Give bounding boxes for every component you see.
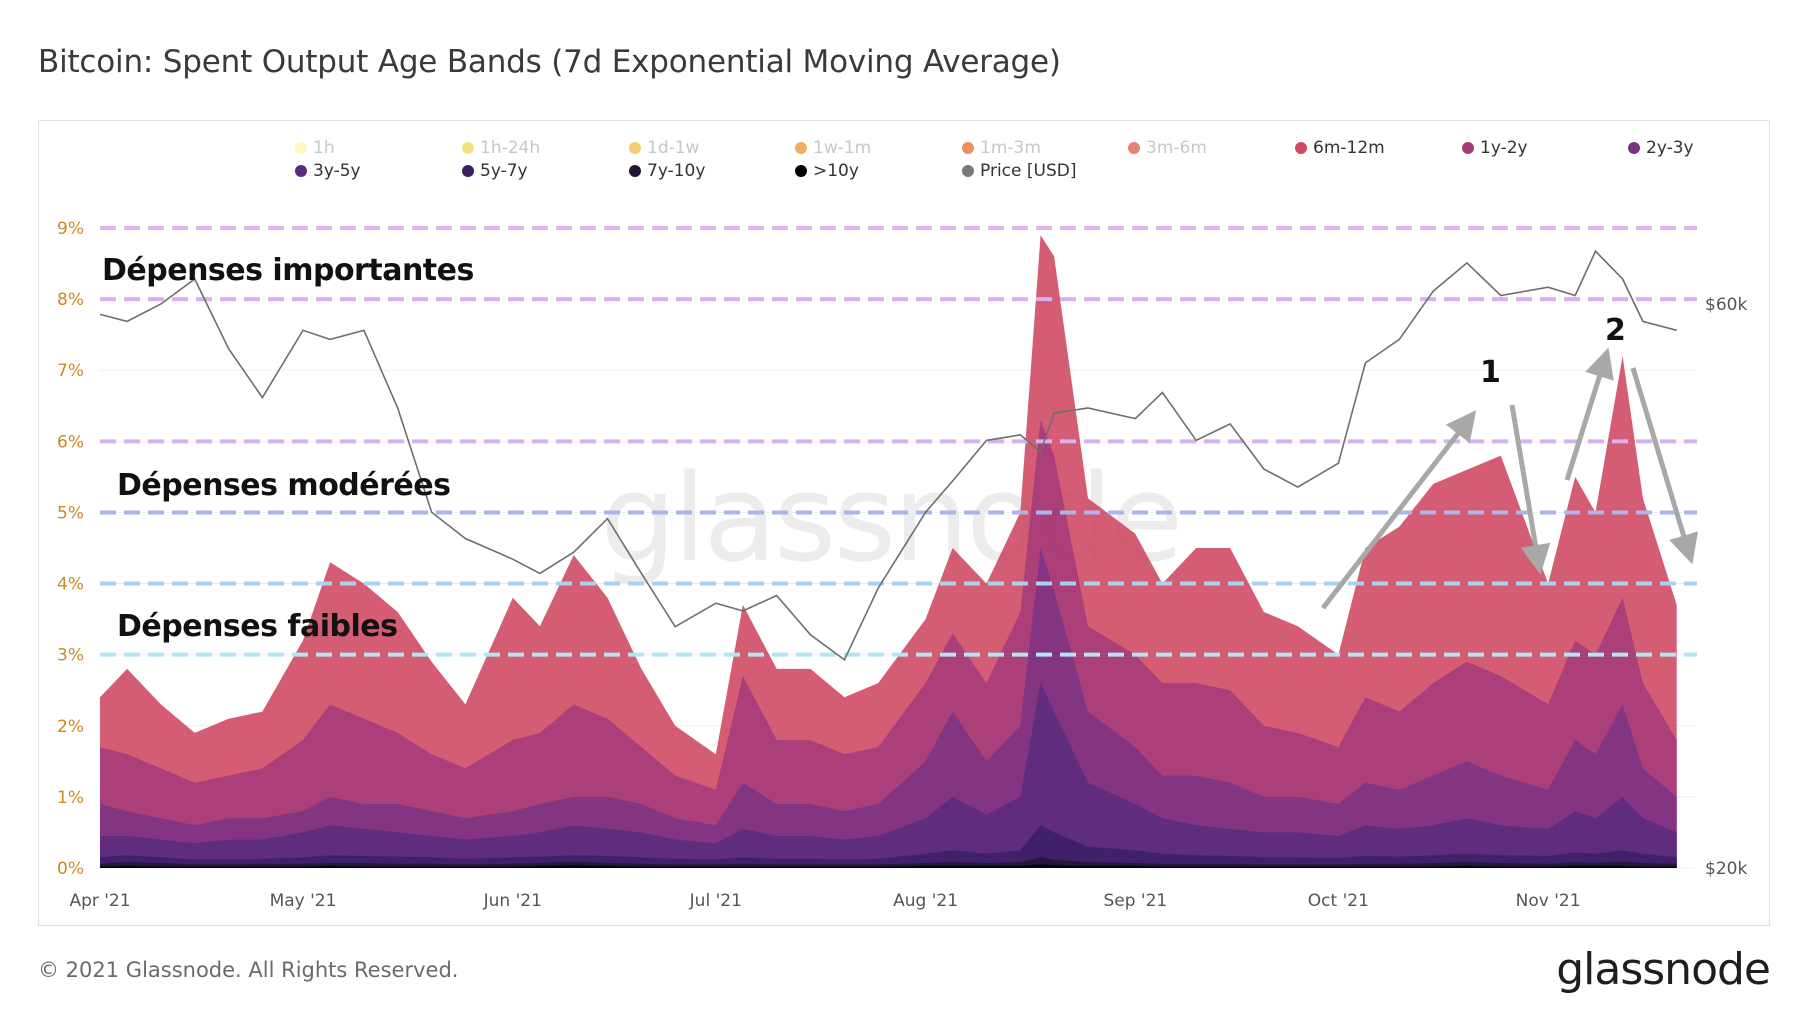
legend-label: 2y-3y: [1646, 138, 1694, 158]
legend-item-3m-6m[interactable]: 3m-6m: [1128, 138, 1207, 158]
y-right-tick-label: $20k: [1705, 859, 1747, 879]
y-tick-label: 5%: [57, 503, 84, 523]
legend-item-3y-5y[interactable]: 3y-5y: [295, 161, 361, 181]
legend-item-1h-24h[interactable]: 1h-24h: [462, 138, 540, 158]
legend-item-7y-10y[interactable]: 7y-10y: [629, 161, 705, 181]
y-tick-label: 7%: [57, 361, 84, 381]
area-series-6m-12m: [100, 235, 1677, 869]
legend-swatch: [1462, 142, 1474, 154]
legend-label: 1y-2y: [1480, 138, 1528, 158]
legend-item-10y[interactable]: >10y: [795, 161, 859, 181]
legend-swatch: [462, 142, 474, 154]
legend-swatch: [295, 165, 307, 177]
trend-arrow: [1564, 347, 1614, 481]
legend-label: 5y-7y: [480, 161, 528, 181]
legend-item-1w-1m[interactable]: 1w-1m: [795, 138, 871, 158]
copyright-text: © 2021 Glassnode. All Rights Reserved.: [38, 958, 459, 982]
x-tick-label: Sep '21: [1103, 891, 1167, 911]
y-tick-label: 8%: [57, 290, 84, 310]
area-series-7y-10y: [100, 857, 1677, 868]
x-tick-label: May '21: [270, 891, 337, 911]
legend-swatch: [462, 165, 474, 177]
glassnode-logo: glassnode: [1556, 944, 1771, 995]
y-tick-label: 1%: [57, 788, 84, 808]
legend-label: 1m-3m: [980, 138, 1041, 158]
chart-panel: [38, 120, 1770, 926]
x-tick-label: Oct '21: [1308, 891, 1369, 911]
legend-item-1m-3m[interactable]: 1m-3m: [962, 138, 1041, 158]
legend-swatch: [295, 142, 307, 154]
area-series-5y-7y: [100, 825, 1677, 868]
annotation-low-spending: Dépenses faibles: [117, 609, 398, 644]
legend-label: 1d-1w: [647, 138, 700, 158]
legend-swatch: [795, 142, 807, 154]
legend-label: 3y-5y: [313, 161, 361, 181]
y-tick-label: 0%: [57, 859, 84, 879]
trend-arrow: [1509, 404, 1551, 575]
legend-label: >10y: [813, 161, 859, 181]
legend-label: 1h-24h: [480, 138, 541, 158]
x-tick-label: Jun '21: [483, 891, 542, 911]
y-tick-label: 3%: [57, 646, 84, 666]
legend-label: 7y-10y: [647, 161, 706, 181]
legend-swatch: [1295, 142, 1307, 154]
x-tick-label: Aug '21: [893, 891, 958, 911]
y-tick-label: 6%: [57, 432, 84, 452]
legend-label: 3m-6m: [1146, 138, 1207, 158]
legend-swatch: [1628, 142, 1640, 154]
legend-label: 6m-12m: [1313, 138, 1385, 158]
area-series-3y-5y: [100, 683, 1677, 868]
legend-swatch: [962, 142, 974, 154]
x-tick-label: Nov '21: [1516, 891, 1581, 911]
legend-item-6m-12m[interactable]: 6m-12m: [1295, 138, 1385, 158]
x-tick-label: Apr '21: [69, 891, 130, 911]
legend-item-price-usd[interactable]: Price [USD]: [962, 161, 1076, 181]
trend-arrow: [1630, 367, 1699, 565]
legend-item-1d-1w[interactable]: 1d-1w: [629, 138, 699, 158]
legend-item-1y-2y[interactable]: 1y-2y: [1462, 138, 1528, 158]
y-tick-label: 4%: [57, 575, 84, 595]
trend-arrow: [1321, 410, 1477, 610]
x-tick-label: Jul '21: [689, 891, 742, 911]
marker-2: 2: [1605, 313, 1626, 348]
area-series-1y-2y: [100, 420, 1677, 868]
legend-label: Price [USD]: [980, 161, 1077, 181]
legend-item-1h[interactable]: 1h: [295, 138, 335, 158]
y-tick-label: 2%: [57, 717, 84, 737]
y-right-tick-label: $60k: [1705, 295, 1747, 315]
legend-swatch: [795, 165, 807, 177]
legend-item-2y-3y[interactable]: 2y-3y: [1628, 138, 1694, 158]
legend-swatch: [1128, 142, 1140, 154]
annotation-high-spending: Dépenses importantes: [102, 253, 474, 288]
legend-swatch: [962, 165, 974, 177]
y-tick-label: 9%: [57, 219, 84, 239]
price-line: [99, 249, 1677, 662]
legend-item-5y-7y[interactable]: 5y-7y: [462, 161, 528, 181]
legend-label: 1h: [313, 138, 335, 158]
legend-swatch: [629, 142, 641, 154]
legend-label: 1w-1m: [813, 138, 872, 158]
area-series-10y: [100, 864, 1677, 868]
chart-title: Bitcoin: Spent Output Age Bands (7d Expo…: [38, 44, 1061, 80]
legend-swatch: [629, 165, 641, 177]
marker-1: 1: [1480, 355, 1501, 390]
annotation-moderate-spending: Dépenses modérées: [117, 468, 451, 503]
